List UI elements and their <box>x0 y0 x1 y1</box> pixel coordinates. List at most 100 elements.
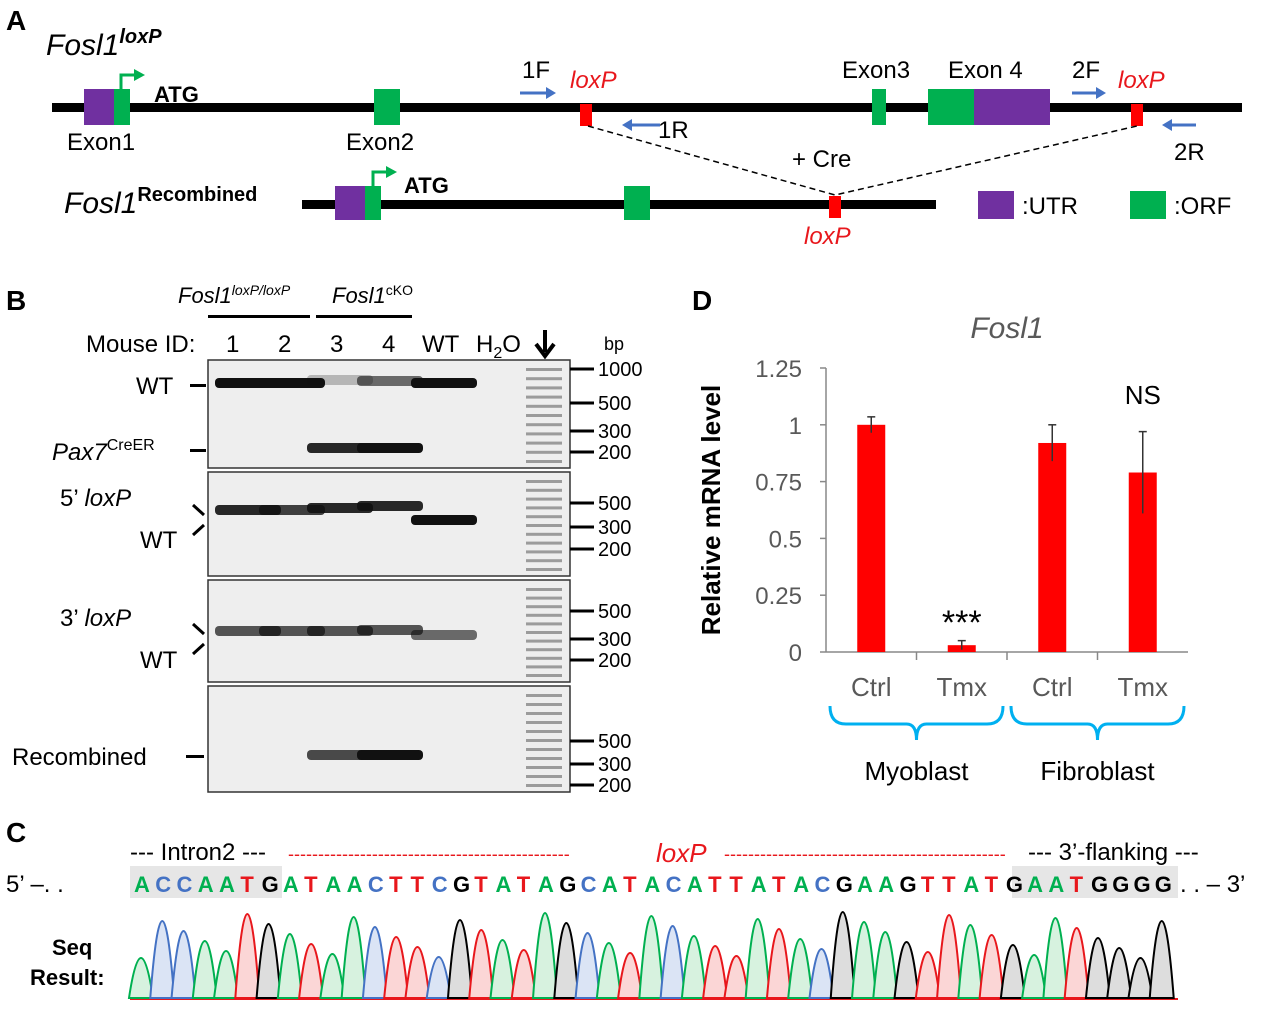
bp-label: bp <box>604 334 624 354</box>
exon3-box <box>872 89 886 125</box>
chromatogram-peak <box>298 943 325 999</box>
group1-bar <box>208 315 310 318</box>
sequence-base: A <box>793 872 809 897</box>
ladder-band <box>526 631 562 634</box>
chromatogram-peak <box>340 916 367 999</box>
seq-result-line2: Result: <box>30 965 105 990</box>
ladder-band <box>526 775 562 778</box>
chromatogram-peak <box>702 945 729 999</box>
sequence-base: G <box>1155 872 1172 897</box>
sequence-base: A <box>198 872 214 897</box>
chromatogram-peak <box>404 946 431 999</box>
chromatogram-peak <box>149 920 176 999</box>
sequence-base: G <box>453 872 470 897</box>
chromatogram-peak <box>1063 927 1090 999</box>
bp-tick <box>570 401 594 405</box>
group-label: Myoblast <box>864 756 969 786</box>
chart-title: Fosl1 <box>970 312 1043 345</box>
primer-1r-label: 1R <box>658 117 689 144</box>
chromatogram-peak <box>936 914 963 999</box>
sequence-base: T <box>921 872 935 897</box>
ladder-band <box>526 712 562 715</box>
gel2-loxp-label: 5’ loxP <box>60 485 131 512</box>
ladder-band <box>526 613 562 617</box>
sequence-base: T <box>304 872 318 897</box>
sequence-base: T <box>389 872 403 897</box>
chromatogram-peak <box>276 933 303 999</box>
bp-tick-label: 500 <box>598 601 631 623</box>
sequence-base: T <box>772 872 786 897</box>
ladder-band <box>526 404 562 408</box>
loxp-dash-right: ----------------------------------------… <box>724 844 1006 864</box>
lane-1-label: 1 <box>226 331 239 358</box>
cre-label: + Cre <box>792 146 851 173</box>
y-tick-label: 0.5 <box>769 526 802 553</box>
gel-background <box>207 471 571 577</box>
exon4-label: Exon 4 <box>948 57 1023 84</box>
ladder-band <box>526 665 562 669</box>
chromatogram-peak <box>170 930 197 999</box>
gel-band <box>307 443 373 453</box>
primer-2r-label: 2R <box>1174 139 1205 166</box>
x-category-label: Tmx <box>1117 672 1168 702</box>
ladder-band <box>526 550 562 554</box>
group2-bar <box>316 315 412 318</box>
gel-band <box>357 501 423 511</box>
bp-tick <box>570 525 594 529</box>
sequence-base: T <box>942 872 956 897</box>
group1-label: Fosl1loxP/loxP <box>178 282 291 308</box>
bp-tick <box>570 783 594 787</box>
lane-wt-label: WT <box>422 331 460 358</box>
chromatogram-peak <box>957 924 984 999</box>
flanking-label: --- 3’-flanking --- <box>1028 839 1199 866</box>
chromatogram-peak <box>893 941 920 999</box>
ladder-band <box>526 568 562 571</box>
ladder-band <box>526 721 562 724</box>
ladder-band <box>526 432 562 436</box>
gel1-pax7-tick <box>190 449 206 452</box>
bp-tick <box>570 501 594 505</box>
gel-band <box>357 625 423 635</box>
rec-atg-label: ATG <box>404 173 449 198</box>
y-tick-label: 0.25 <box>755 583 802 610</box>
prime5-label: 5’ –. . <box>6 871 64 898</box>
tss-arrow-icon <box>119 73 136 89</box>
exon3-label: Exon3 <box>842 57 910 84</box>
panel-d-letter: D <box>692 285 712 316</box>
y-tick-label: 1.25 <box>755 356 802 383</box>
significance-label: *** <box>942 604 982 642</box>
exon1-label: Exon1 <box>67 129 135 156</box>
ladder-band <box>526 368 562 371</box>
loxp-dash-left: ----------------------------------------… <box>288 844 570 864</box>
sequence-base: T <box>708 872 722 897</box>
ladder-band <box>526 784 562 787</box>
seq-loxp-label: loxP <box>656 838 707 868</box>
sequence-base: G <box>900 872 917 897</box>
y-axis-label: Relative mRNA level <box>696 385 726 635</box>
gel1-wt-tick <box>190 384 206 387</box>
sequence-base: A <box>325 872 341 897</box>
primer-2f-head-icon <box>1096 87 1106 99</box>
chromatogram-peak <box>361 926 389 999</box>
bp-tick-label: 500 <box>598 493 631 515</box>
sequence-base: A <box>134 872 150 897</box>
rec-exon1-utr <box>335 186 365 220</box>
chromatogram-peak <box>765 928 793 999</box>
chromatogram <box>127 911 1178 1000</box>
sequence-base: T <box>474 872 488 897</box>
gel2-wt-label: WT <box>140 527 178 554</box>
sequence-base: A <box>878 872 894 897</box>
chromatogram-peak <box>425 956 452 999</box>
sequence-base: A <box>857 872 873 897</box>
gene-loxp-title: Fosl1loxP <box>46 26 162 62</box>
sequence-base: A <box>347 872 363 897</box>
chromatogram-peak <box>319 953 346 999</box>
tss-arrowhead-icon <box>134 69 145 81</box>
primer-2f-label: 2F <box>1072 57 1100 84</box>
chromatogram-peak <box>659 925 686 999</box>
ladder-band <box>526 674 562 677</box>
sequence-base: G <box>262 872 279 897</box>
intron2-shade <box>130 866 282 898</box>
chromatogram-peak <box>850 921 878 999</box>
bp-tick-label: 300 <box>598 629 631 651</box>
